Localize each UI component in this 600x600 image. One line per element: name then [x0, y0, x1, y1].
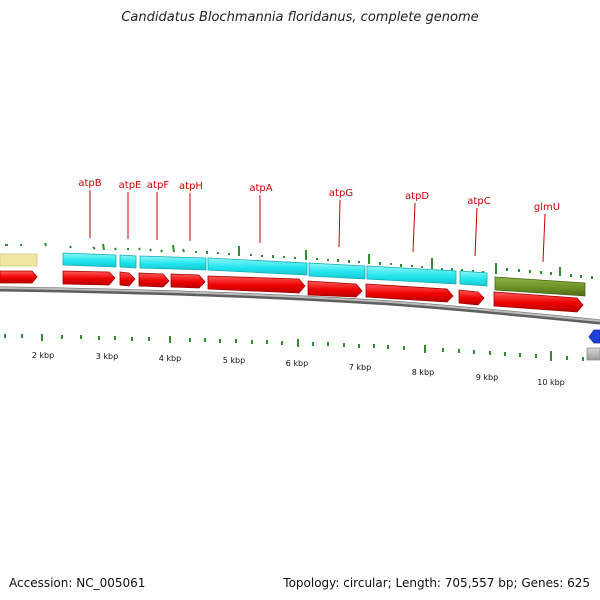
- atp-feature-atpG[interactable]: [308, 262, 366, 280]
- outer-tick-row: [5, 242, 593, 279]
- svg-text:atpG: atpG: [329, 188, 353, 199]
- genome-stats-label: Topology: circular; Length: 705,557 bp; …: [283, 576, 590, 590]
- cds-arrow-atpD[interactable]: [365, 283, 454, 303]
- scale-label-5kbp: 5 kbp: [223, 356, 245, 365]
- glmU-feature[interactable]: [494, 276, 586, 297]
- misc-feature-block[interactable]: [0, 253, 38, 267]
- cds-arrow-atpH[interactable]: [170, 273, 206, 289]
- cds-arrow-atpA[interactable]: [207, 275, 306, 294]
- atp-feature-atpD[interactable]: [366, 265, 457, 285]
- gene-labels: atpB atpE atpF atpH atpA atpG atpD atpC: [78, 178, 560, 263]
- svg-text:atpA: atpA: [249, 183, 272, 194]
- map-title: Candidatus Blochmannia floridanus, compl…: [121, 10, 479, 25]
- scale-label-4kbp: 4 kbp: [159, 354, 181, 363]
- inner-tick-row: [4, 334, 584, 361]
- blue-feature-arrow[interactable]: [588, 329, 600, 344]
- atp-feature-atpC[interactable]: [459, 270, 488, 287]
- scale-label-10kbp: 10 kbp: [537, 378, 565, 387]
- cds-arrow-atpE[interactable]: [119, 271, 136, 287]
- svg-text:atpF: atpF: [147, 180, 169, 191]
- gene-label-atpA[interactable]: atpA: [249, 183, 273, 243]
- cds-arrows: [0, 270, 584, 313]
- accession-label: Accession: NC_005061: [9, 576, 146, 590]
- scale-label-9kbp: 9 kbp: [476, 373, 498, 382]
- svg-text:glmU: glmU: [534, 202, 560, 213]
- gene-label-atpB[interactable]: atpB: [78, 178, 102, 238]
- atp-feature-atpE[interactable]: [119, 254, 137, 269]
- cds-arrow-atpF[interactable]: [138, 272, 170, 288]
- atp-feature-atpA[interactable]: [207, 257, 308, 276]
- grey-feature-block[interactable]: [586, 347, 600, 361]
- gene-label-atpH[interactable]: atpH: [179, 181, 203, 241]
- svg-text:atpH: atpH: [179, 181, 203, 192]
- genome-backbone: [0, 286, 600, 325]
- feature-track: [0, 252, 586, 297]
- gene-label-atpF[interactable]: atpF: [147, 180, 169, 240]
- gene-label-atpG[interactable]: atpG: [329, 188, 353, 248]
- cds-arrow-atpB[interactable]: [62, 270, 116, 286]
- atp-feature-atpF-atpH[interactable]: [139, 255, 207, 271]
- gene-label-atpD[interactable]: atpD: [405, 191, 429, 253]
- gene-label-glmU[interactable]: glmU: [534, 202, 560, 263]
- gene-label-atpC[interactable]: atpC: [467, 196, 491, 257]
- svg-text:atpC: atpC: [467, 196, 490, 207]
- cds-arrow-left-edge[interactable]: [0, 270, 38, 284]
- cds-arrow-glmU[interactable]: [493, 291, 584, 313]
- right-edge-features: [586, 329, 600, 361]
- svg-text:atpB: atpB: [78, 178, 101, 189]
- scale-label-2kbp: 2 kbp: [32, 351, 54, 360]
- cds-arrow-atpG[interactable]: [307, 280, 363, 298]
- scale-label-3kbp: 3 kbp: [96, 352, 118, 361]
- svg-text:atpE: atpE: [119, 180, 142, 191]
- scale-label-8kbp: 8 kbp: [412, 368, 434, 377]
- scale-labels: 2 kbp 3 kbp 4 kbp 5 kbp 6 kbp 7 kbp 8 kb…: [32, 351, 565, 387]
- svg-text:atpD: atpD: [405, 191, 429, 202]
- cds-arrow-atpC[interactable]: [458, 289, 485, 306]
- scale-label-7kbp: 7 kbp: [349, 363, 371, 372]
- scale-label-6kbp: 6 kbp: [286, 359, 308, 368]
- gene-label-atpE[interactable]: atpE: [119, 180, 142, 239]
- atp-feature-atpB[interactable]: [62, 252, 117, 268]
